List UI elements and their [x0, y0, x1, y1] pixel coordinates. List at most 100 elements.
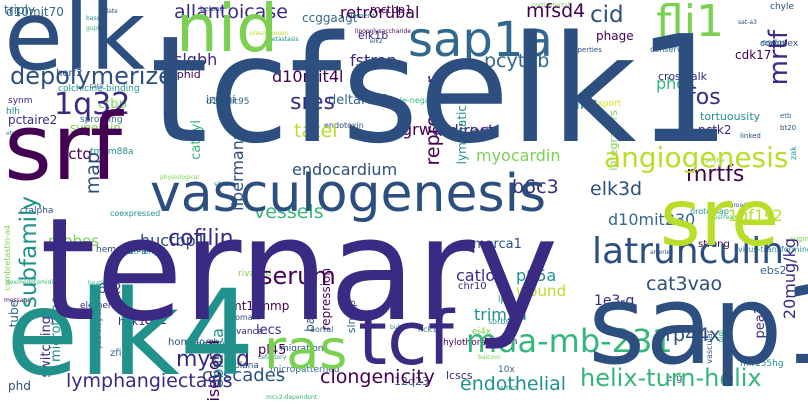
word: smarca1: [466, 237, 522, 252]
word: clongenicity: [320, 366, 435, 388]
word: latb: [470, 125, 494, 139]
word: filament: [346, 12, 375, 20]
word: slgbh: [174, 50, 218, 69]
word: sre: [660, 174, 779, 264]
word: 10x: [498, 365, 515, 375]
word: plasminogen: [250, 30, 289, 37]
word: upstream: [710, 214, 739, 221]
word: metastasis: [266, 36, 299, 43]
word: sprouting: [80, 115, 123, 125]
word: sap1a: [408, 12, 553, 68]
word: tatei: [294, 120, 338, 142]
word: angiogenesis: [604, 141, 789, 174]
word: izumi: [206, 93, 236, 106]
word: ctalpha: [20, 206, 54, 216]
word: endotoxin: [324, 121, 364, 130]
word: complex: [760, 39, 799, 49]
word: sites: [214, 181, 228, 188]
word: tmem88a: [90, 147, 134, 157]
word: migration: [280, 344, 324, 354]
word: d10mit4l: [272, 67, 344, 86]
word: conserved: [650, 45, 692, 54]
word: helix-turn-helix: [580, 364, 762, 392]
word: healing: [88, 280, 111, 287]
word: colchicine-binding: [58, 84, 140, 94]
word: sat-a3: [738, 19, 757, 26]
word: wound: [516, 282, 566, 300]
word: ras: [264, 318, 348, 381]
word: grwd: [402, 120, 442, 139]
word: plana: [234, 361, 259, 371]
word: erg: [666, 373, 683, 384]
word: protomap: [690, 207, 729, 216]
word: bub3: [390, 324, 406, 331]
word: elk1b: [358, 29, 389, 42]
word: chr10: [458, 281, 487, 292]
word: mctbp1: [370, 3, 413, 16]
word: coexpressed: [110, 209, 161, 218]
word: myocd: [176, 347, 250, 372]
word: aortal: [310, 325, 334, 334]
word: ternary: [40, 188, 559, 353]
word: ccggaagt: [302, 11, 358, 25]
word: synemin: [70, 121, 121, 135]
word: myocardin: [476, 146, 561, 165]
word: fstrap: [350, 51, 397, 70]
word: pcytla: [706, 157, 725, 164]
word: nid: [176, 0, 279, 67]
word: gupta: [86, 25, 104, 32]
word: arteries: [650, 249, 674, 256]
word: latrunculin: [592, 231, 785, 272]
word: mrtfs: [686, 162, 745, 187]
word: chyle: [770, 2, 795, 12]
word: catlop: [456, 266, 506, 285]
word: hlh: [6, 107, 20, 117]
word: elk4: [6, 264, 255, 402]
word: belong: [200, 5, 224, 13]
word: herf2: [56, 68, 83, 79]
word: sres: [290, 90, 336, 115]
word: fos: [688, 85, 721, 110]
word: ets1: [654, 41, 674, 51]
word: ebs1: [6, 130, 21, 137]
word: retrorubal: [340, 3, 420, 22]
word: lecs: [256, 323, 282, 338]
word: cdk17: [735, 48, 772, 62]
word: lipopolysaccharide: [355, 28, 412, 35]
word: triply: [4, 3, 36, 17]
word: tortuousity: [700, 110, 761, 123]
word: lcscs: [446, 369, 473, 382]
word: 12q23: [394, 375, 429, 388]
word: 6c2: [98, 282, 122, 297]
word: hpk1: [118, 315, 146, 328]
word: ctbp: [98, 97, 127, 112]
word: linked: [740, 132, 761, 140]
word: b6c3: [512, 176, 559, 198]
word: deltafev1: [328, 93, 390, 108]
word: isolate: [98, 8, 118, 15]
word: element: [80, 301, 118, 311]
word: sugimoto: [790, 235, 808, 243]
word: ej4x: [472, 327, 492, 337]
word: vasculogenesis: [150, 164, 547, 224]
word: pl45: [258, 343, 287, 358]
word: xrp44x: [654, 324, 721, 346]
word: 1q32: [54, 87, 131, 122]
word: allc: [570, 94, 598, 113]
word: sorbs1: [488, 317, 515, 326]
word: cid: [590, 2, 624, 28]
word: hemangiogenic: [96, 245, 166, 255]
word: corticotectal: [532, 2, 570, 9]
word: serum: [260, 262, 336, 290]
word: sap1: [588, 261, 808, 389]
word: elk2: [370, 38, 383, 45]
word: lymphangiectasis: [66, 370, 233, 392]
word: to2: [144, 312, 167, 328]
word: etb: [780, 112, 792, 120]
word: 1gf1s2: [728, 206, 783, 225]
word: fevr: [196, 15, 208, 22]
word: mcv2-dependent: [266, 394, 318, 401]
word: elk3d: [590, 178, 643, 200]
word: probes: [48, 232, 100, 250]
